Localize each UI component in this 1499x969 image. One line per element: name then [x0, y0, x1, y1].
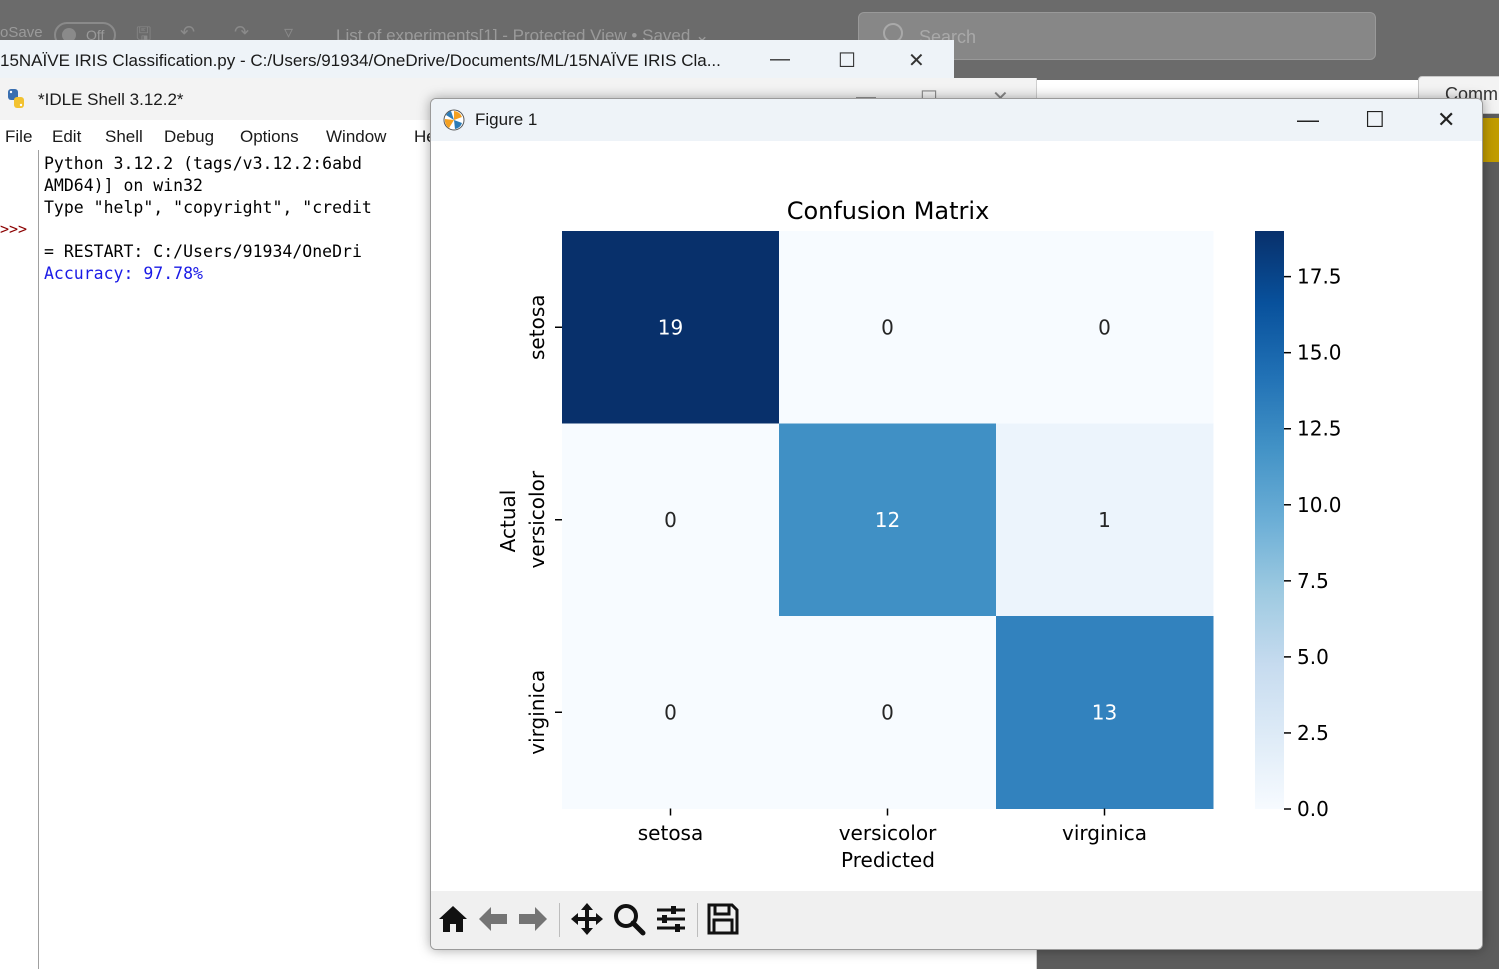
pan-icon[interactable]	[569, 901, 605, 937]
cell-value-label: 0	[1098, 315, 1111, 339]
shell-gutter	[0, 150, 39, 969]
accuracy-output: Accuracy: 97.78%	[44, 264, 203, 283]
figure-maximize-icon[interactable]: ☐	[1365, 107, 1385, 132]
shell-line: = RESTART: C:/Users/91934/OneDri	[44, 242, 362, 261]
cell-value-label: 0	[664, 508, 677, 532]
menu-debug[interactable]: Debug	[164, 127, 215, 146]
chart-title: Confusion Matrix	[787, 197, 990, 225]
cell-value-label: 0	[664, 700, 677, 724]
figure-toolbar	[431, 891, 1482, 949]
forward-icon[interactable]	[515, 901, 551, 937]
menu-options[interactable]: Options	[240, 127, 299, 146]
menu-file[interactable]: File	[5, 127, 33, 146]
heatmap-cell	[779, 231, 997, 424]
back-icon[interactable]	[475, 901, 511, 937]
heatmap-cell	[562, 231, 780, 424]
colorbar-tick-label: 7.5	[1297, 569, 1329, 593]
x-tick-label: virginica	[1062, 821, 1147, 845]
maximize-icon[interactable]: ☐	[838, 50, 856, 72]
shell-prompt: >>>	[0, 220, 28, 238]
cell-value-label: 19	[658, 315, 683, 339]
menu-shell[interactable]: Shell	[105, 127, 143, 146]
undo-icon[interactable]: ↶	[180, 22, 196, 42]
autosave-label: oSave	[0, 24, 43, 41]
home-icon[interactable]	[435, 901, 471, 937]
heatmap-cell	[996, 231, 1214, 424]
menu-window[interactable]: Window	[326, 127, 387, 146]
toggle-knob	[62, 28, 76, 42]
y-tick-label: versicolor	[525, 470, 549, 568]
heatmap-cell	[996, 423, 1214, 617]
y-tick-label: setosa	[525, 295, 549, 360]
heatmap-cell	[562, 423, 780, 617]
close-icon[interactable]: ✕	[908, 50, 925, 72]
heatmap-cell	[779, 423, 997, 617]
cell-value-label: 0	[881, 700, 894, 724]
x-axis-label: Predicted	[841, 848, 935, 872]
toolbar-separator	[697, 903, 698, 937]
y-tick-label: virginica	[525, 670, 549, 755]
heatmap-cell	[779, 616, 997, 809]
menu-edit[interactable]: Edit	[52, 127, 82, 146]
zoom-icon[interactable]	[611, 901, 647, 937]
cell-value-label: 1	[1098, 508, 1111, 532]
colorbar-tick-label: 2.5	[1297, 721, 1329, 745]
python-icon	[8, 89, 24, 108]
colorbar-tick-label: 5.0	[1297, 645, 1329, 669]
figure-window: Figure 1 — ☐ ✕ Confusion Matrix 19 0 0 0 12 1…	[430, 98, 1483, 950]
colorbar-tick-label: 17.5	[1297, 265, 1342, 289]
figure-close-icon[interactable]: ✕	[1437, 107, 1456, 132]
figure-title-bar: Figure 1 — ☐ ✕	[431, 99, 1482, 141]
x-tick-label: setosa	[638, 821, 703, 845]
y-axis-label: Actual	[496, 490, 520, 553]
heatmap-cell	[996, 616, 1214, 809]
shell-title: *IDLE Shell 3.12.2*	[38, 90, 184, 109]
shell-line: Python 3.12.2 (tags/v3.12.2:6abd	[44, 154, 362, 173]
colorbar-tick-label: 12.5	[1297, 417, 1342, 441]
confusion-matrix-plot: Confusion Matrix 19 0 0 0 12 1 0 0 13 setosa vers…	[496, 197, 1342, 872]
heatmap-cell	[562, 616, 780, 809]
figure-minimize-icon[interactable]: —	[1297, 107, 1319, 132]
minimize-icon[interactable]: —	[770, 48, 790, 70]
cell-value-label: 12	[875, 508, 900, 532]
colorbar-tick-label: 0.0	[1297, 797, 1329, 821]
shell-line: AMD64)] on win32	[44, 176, 203, 195]
toggle-label: Off	[86, 27, 105, 43]
cell-value-label: 0	[881, 315, 894, 339]
cell-value-label: 13	[1092, 700, 1117, 724]
editor-title: 15NAÏVE IRIS Classification.py - C:/User…	[0, 51, 721, 70]
redo-icon[interactable]: ↷	[234, 22, 250, 42]
x-tick-label: versicolor	[839, 821, 937, 845]
customize-icon[interactable]: ▿	[284, 22, 294, 42]
configure-icon[interactable]	[653, 901, 689, 937]
figure-title: Figure 1	[475, 110, 538, 129]
colorbar-tick-label: 15.0	[1297, 341, 1342, 365]
save-icon[interactable]: 🖫	[136, 24, 152, 44]
shell-line: Type "help", "copyright", "credit	[44, 198, 372, 217]
matplotlib-icon	[443, 109, 465, 131]
save-figure-icon[interactable]	[705, 901, 741, 937]
toolbar-separator	[559, 903, 560, 937]
colorbar	[1255, 231, 1284, 809]
colorbar-tick-label: 10.0	[1297, 493, 1342, 517]
editor-title-bar: 15NAÏVE IRIS Classification.py - C:/User…	[0, 40, 954, 83]
